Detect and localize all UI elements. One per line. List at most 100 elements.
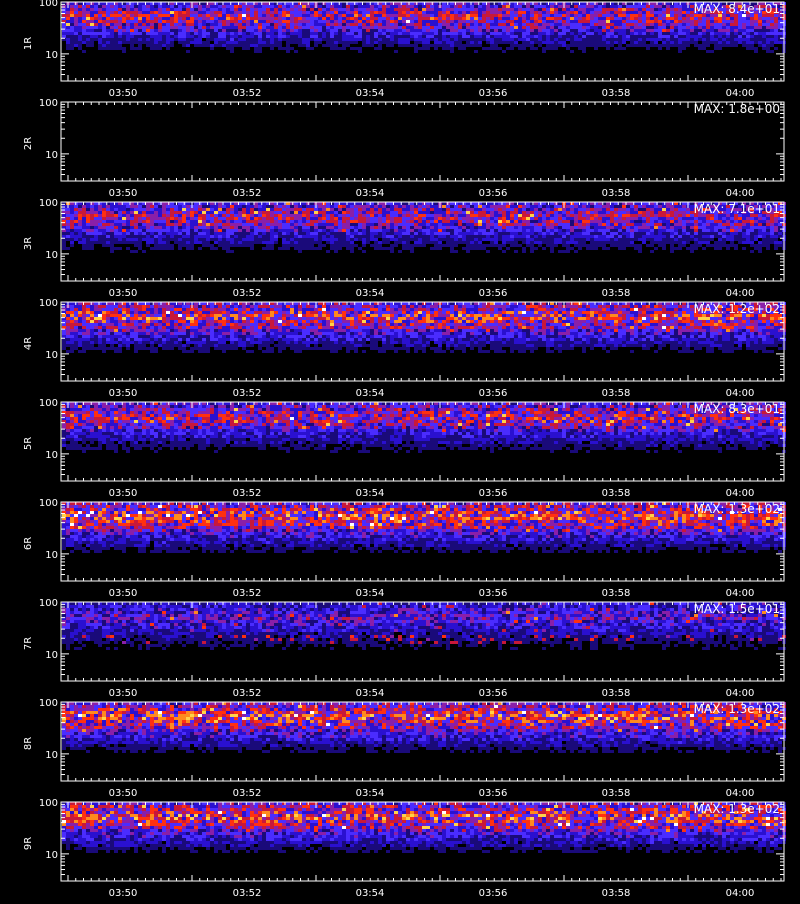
- heat-cell: [502, 38, 506, 41]
- heat-cell: [426, 20, 430, 23]
- heat-cell: [226, 41, 230, 44]
- heat-cell: [486, 35, 490, 38]
- heat-cell: [122, 17, 126, 20]
- heat-cell: [714, 38, 718, 41]
- heat-cell: [166, 220, 170, 223]
- heat-cell: [422, 32, 426, 35]
- heat-cell: [778, 32, 782, 35]
- heat-cell: [726, 44, 730, 47]
- heat-cell: [718, 35, 722, 38]
- heat-cell: [686, 223, 690, 226]
- heat-cell: [350, 29, 354, 32]
- heat-cell: [222, 226, 226, 229]
- heat-cell: [162, 41, 166, 44]
- heat-cell: [442, 214, 446, 217]
- heat-cell: [398, 8, 402, 11]
- heat-cell: [210, 229, 214, 232]
- heat-cell: [74, 8, 78, 11]
- heat-cell: [150, 32, 154, 35]
- heat-cell: [498, 23, 502, 26]
- heat-cell: [126, 8, 130, 11]
- heat-cell: [238, 223, 242, 226]
- heat-cell: [398, 229, 402, 232]
- heat-cell: [630, 223, 634, 226]
- heat-cell: [234, 26, 238, 29]
- heat-cell: [430, 223, 434, 226]
- heat-cell: [302, 35, 306, 38]
- heat-cell: [414, 226, 418, 229]
- heat-cell: [326, 41, 330, 44]
- heat-cell: [270, 17, 274, 20]
- heat-cell: [418, 17, 422, 20]
- heat-cell: [214, 220, 218, 223]
- heat-cell: [582, 8, 586, 11]
- heat-cell: [82, 26, 86, 29]
- heat-cell: [650, 214, 654, 217]
- heat-cell: [138, 217, 142, 220]
- heat-cell: [198, 23, 202, 26]
- heat-cell: [710, 32, 714, 35]
- heat-cell: [214, 226, 218, 229]
- heat-cell: [70, 41, 74, 44]
- heat-cell: [314, 44, 318, 47]
- heat-cell: [78, 35, 82, 38]
- heat-cell: [290, 214, 294, 217]
- heat-cell: [722, 23, 726, 26]
- heat-cell: [310, 47, 314, 50]
- heat-cell: [434, 41, 438, 44]
- heat-cell: [702, 35, 706, 38]
- heat-cell: [210, 11, 214, 14]
- heat-cell: [350, 17, 354, 20]
- heat-cell: [110, 211, 114, 214]
- heat-cell: [214, 5, 218, 8]
- heat-cell: [314, 223, 318, 226]
- heat-cell: [474, 205, 478, 208]
- heat-cell: [326, 214, 330, 217]
- heat-cell: [214, 208, 218, 211]
- heat-cell: [322, 208, 326, 211]
- heat-cell: [506, 205, 510, 208]
- heat-cell: [294, 226, 298, 229]
- heat-cell: [586, 11, 590, 14]
- heat-cell: [550, 14, 554, 17]
- heat-cell: [174, 8, 178, 11]
- heat-cell: [206, 26, 210, 29]
- heat-cell: [94, 11, 98, 14]
- heat-cell: [238, 17, 242, 20]
- heat-cell: [742, 41, 746, 44]
- heat-cell: [626, 205, 630, 208]
- heat-cell: [486, 32, 490, 35]
- heat-cell: [402, 38, 406, 41]
- heat-cell: [142, 32, 146, 35]
- heat-cell: [674, 217, 678, 220]
- heat-cell: [106, 20, 110, 23]
- heat-cell: [362, 229, 366, 232]
- heat-cell: [582, 229, 586, 232]
- heat-cell: [338, 208, 342, 211]
- heat-cell: [394, 23, 398, 26]
- heat-cell: [162, 226, 166, 229]
- heat-cell: [602, 208, 606, 211]
- heat-cell: [666, 44, 670, 47]
- heat-cell: [742, 35, 746, 38]
- heat-cell: [526, 214, 530, 217]
- heat-cell: [450, 23, 454, 26]
- heat-cell: [562, 38, 566, 41]
- heat-cell: [242, 47, 246, 50]
- heat-cell: [266, 29, 270, 32]
- heat-cell: [354, 23, 358, 26]
- heat-cell: [510, 223, 514, 226]
- heat-cell: [154, 211, 158, 214]
- heat-cell: [158, 211, 162, 214]
- heat-cell: [358, 20, 362, 23]
- heat-cell: [246, 23, 250, 26]
- heat-cell: [266, 223, 270, 226]
- heat-cell: [354, 5, 358, 8]
- heat-cell: [558, 26, 562, 29]
- heat-cell: [234, 208, 238, 211]
- heat-cell: [294, 214, 298, 217]
- heat-cell: [154, 14, 158, 17]
- heat-cell: [666, 41, 670, 44]
- heat-cell: [166, 20, 170, 23]
- heat-cell: [682, 205, 686, 208]
